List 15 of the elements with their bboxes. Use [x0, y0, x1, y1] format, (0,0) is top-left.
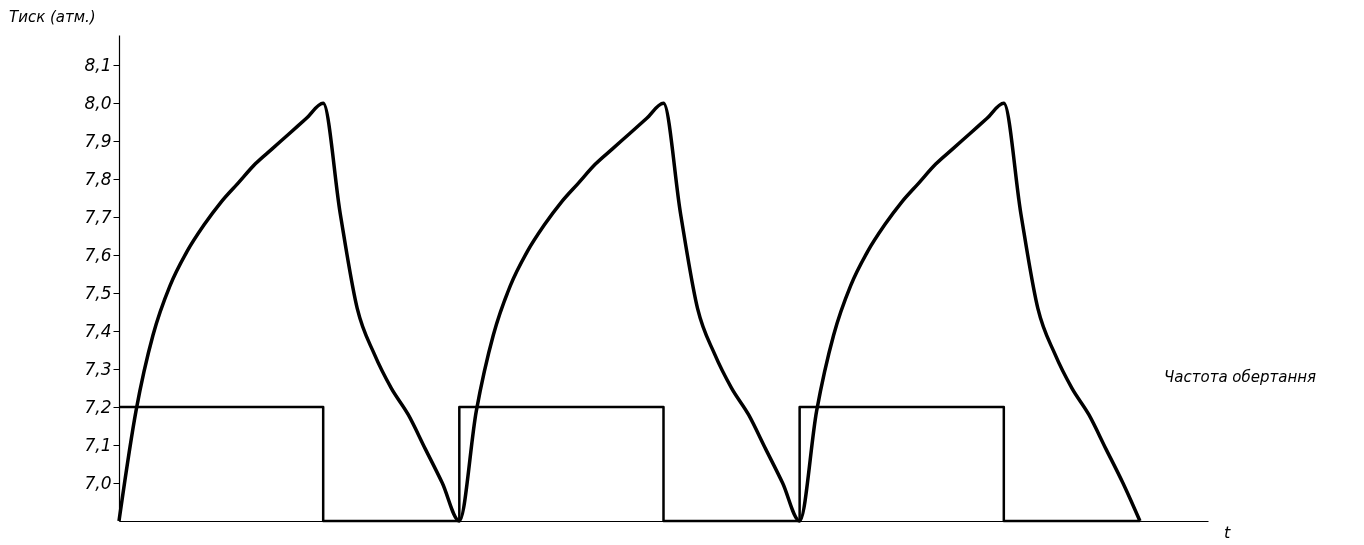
y-tick-label: 8,1 [84, 54, 112, 75]
text: Частота обертання [1164, 368, 1317, 387]
y-tick-label: 7,5 [84, 282, 112, 303]
x-axis-title: t [1224, 523, 1231, 542]
y-tick-label: 7,0 [84, 472, 112, 493]
y-tick-label: 7,2 [84, 396, 112, 417]
y-tick-label: 7,4 [84, 320, 112, 341]
y-tick-label: 7,7 [84, 206, 112, 227]
y-tick-label: 8,0 [84, 92, 112, 113]
y-tick-label: 7,9 [84, 130, 112, 151]
y-tick-label: 7,6 [84, 244, 112, 265]
y-tick-label: 7,1 [84, 434, 112, 455]
y-tick-label: 7,3 [84, 358, 112, 379]
y-axis-title: Тиск (атм.) [9, 8, 96, 26]
y-tick-label: 7,8 [84, 168, 112, 189]
